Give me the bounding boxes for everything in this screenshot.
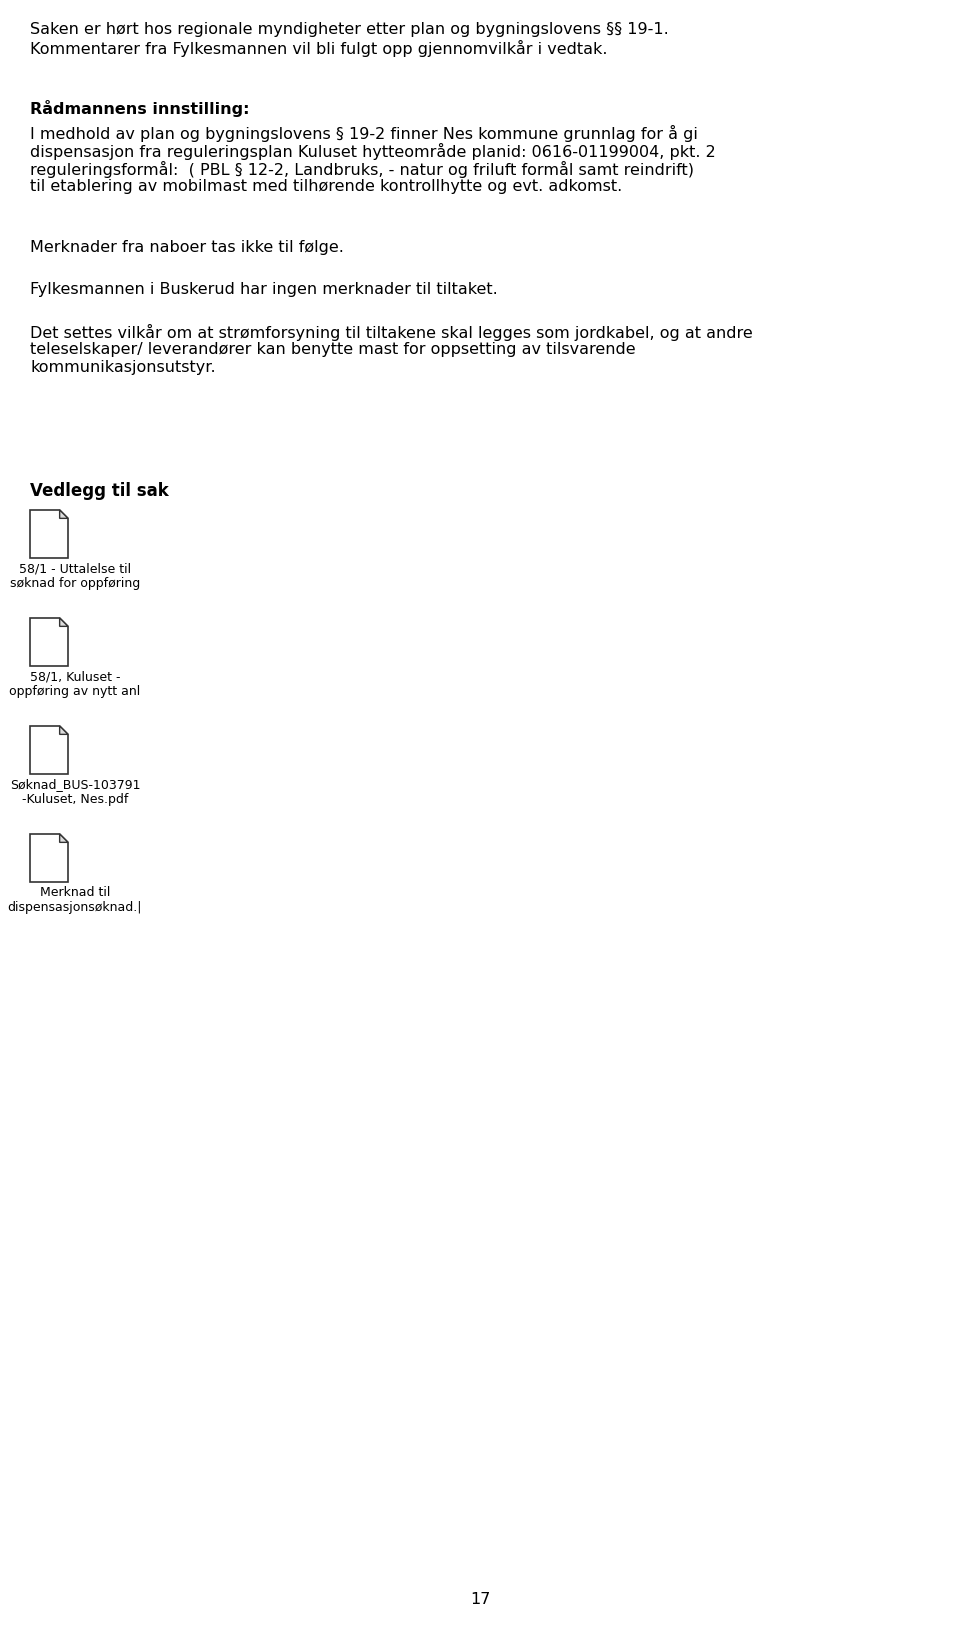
Text: Vedlegg til sak: Vedlegg til sak — [30, 482, 169, 500]
Text: Saken er hørt hos regionale myndigheter etter plan og bygningslovens §§ 19-1.: Saken er hørt hos regionale myndigheter … — [30, 21, 669, 38]
Text: dispensasjon fra reguleringsplan Kuluset hytteområde planid: 0616-01199004, pkt.: dispensasjon fra reguleringsplan Kuluset… — [30, 142, 716, 160]
Text: 17: 17 — [469, 1592, 491, 1607]
Polygon shape — [60, 510, 68, 518]
Text: Rådmannens innstilling:: Rådmannens innstilling: — [30, 100, 250, 118]
Text: -Kuluset, Nes.pdf: -Kuluset, Nes.pdf — [22, 793, 129, 806]
Text: Det settes vilkår om at strømforsyning til tiltakene skal legges som jordkabel, : Det settes vilkår om at strømforsyning t… — [30, 324, 753, 342]
Polygon shape — [30, 726, 68, 773]
Polygon shape — [60, 618, 68, 626]
Text: 58/1 - Uttalelse til: 58/1 - Uttalelse til — [19, 562, 132, 576]
Text: Fylkesmannen i Buskerud har ingen merknader til tiltaket.: Fylkesmannen i Buskerud har ingen merkna… — [30, 281, 497, 298]
Text: I medhold av plan og bygningslovens § 19-2 finner Nes kommune grunnlag for å gi: I medhold av plan og bygningslovens § 19… — [30, 124, 698, 142]
Text: kommunikasjonsutstyr.: kommunikasjonsutstyr. — [30, 360, 216, 374]
Text: 58/1, Kuluset -: 58/1, Kuluset - — [30, 670, 120, 683]
Text: søknad for oppføring: søknad for oppføring — [10, 577, 140, 590]
Polygon shape — [30, 510, 68, 558]
Text: Kommentarer fra Fylkesmannen vil bli fulgt opp gjennomvilkår i vedtak.: Kommentarer fra Fylkesmannen vil bli ful… — [30, 39, 608, 57]
Polygon shape — [60, 834, 68, 842]
Text: Merknader fra naboer tas ikke til følge.: Merknader fra naboer tas ikke til følge. — [30, 240, 344, 255]
Text: teleselskaper/ leverandører kan benytte mast for oppsetting av tilsvarende: teleselskaper/ leverandører kan benytte … — [30, 342, 636, 356]
Text: til etablering av mobilmast med tilhørende kontrollhytte og evt. adkomst.: til etablering av mobilmast med tilhøren… — [30, 178, 622, 195]
Text: reguleringsformål:  ( PBL § 12-2, Landbruks, - natur og friluft formål samt rein: reguleringsformål: ( PBL § 12-2, Landbru… — [30, 160, 694, 178]
Text: Søknad_BUS-103791: Søknad_BUS-103791 — [10, 778, 140, 791]
Text: Merknad til: Merknad til — [39, 886, 110, 899]
Polygon shape — [30, 618, 68, 665]
Polygon shape — [60, 726, 68, 734]
Text: oppføring av nytt anl: oppføring av nytt anl — [10, 685, 140, 698]
Text: dispensasjonsøknad.|: dispensasjonsøknad.| — [8, 901, 142, 914]
Polygon shape — [30, 834, 68, 881]
